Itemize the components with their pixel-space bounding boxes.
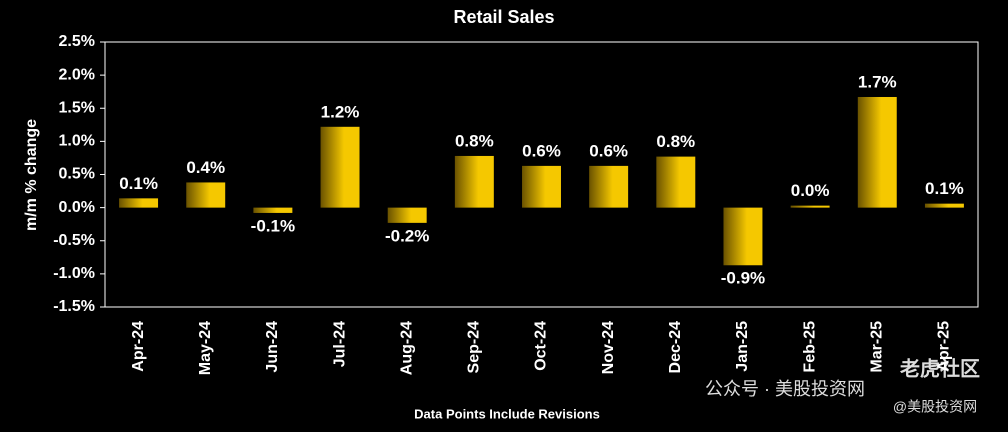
bar	[119, 198, 159, 208]
y-tick-label: 0.0%	[59, 199, 95, 216]
x-axis-label: Data Points Include Revisions	[414, 406, 600, 421]
bar	[790, 205, 830, 208]
data-label: 0.1%	[119, 174, 158, 193]
x-tick-label: Jun-24	[264, 321, 281, 373]
data-label: 0.4%	[186, 158, 225, 177]
x-tick-label: Apr-25	[936, 321, 953, 372]
y-tick-label: 1.5%	[59, 99, 95, 116]
data-label: -0.1%	[251, 216, 295, 235]
watermark: @美股投资网	[893, 399, 977, 415]
y-axis-label: m/m % change	[23, 119, 40, 231]
y-tick-label: 0.5%	[59, 166, 95, 183]
bar	[857, 96, 897, 208]
x-tick-label: Jul-24	[331, 321, 348, 367]
bar	[723, 207, 763, 266]
x-tick-label: Apr-24	[130, 321, 147, 372]
y-tick-label: -1.0%	[53, 265, 95, 282]
x-tick-label: May-24	[197, 321, 214, 375]
bar	[454, 155, 494, 208]
plot-frame	[104, 41, 979, 308]
data-label: 1.2%	[321, 102, 360, 121]
x-tick-label: Mar-25	[868, 321, 885, 373]
watermark: 老虎社区	[900, 356, 980, 380]
y-tick-label: -1.5%	[53, 298, 95, 315]
data-label: -0.9%	[721, 269, 765, 288]
x-tick-label: Dec-24	[667, 321, 684, 374]
data-label: 0.8%	[656, 132, 695, 151]
x-tick-label: Aug-24	[398, 321, 415, 375]
bar	[656, 156, 696, 208]
data-label: 0.1%	[925, 179, 964, 198]
watermark: 公众号 · 美股投资网	[705, 379, 865, 399]
y-tick-label: 1.0%	[59, 133, 95, 150]
data-label: 0.8%	[455, 131, 494, 150]
data-label: 0.0%	[791, 181, 830, 200]
y-tick-label: 2.5%	[59, 33, 95, 50]
x-tick-label: Oct-24	[533, 321, 550, 371]
data-label: -0.2%	[385, 226, 429, 245]
bar	[186, 182, 226, 208]
x-tick-label: Nov-24	[600, 321, 617, 374]
data-label: 0.6%	[522, 141, 561, 160]
data-label: 1.7%	[858, 72, 897, 91]
y-tick-label: 2.0%	[59, 66, 95, 83]
y-tick-label: -0.5%	[53, 232, 95, 249]
bar	[924, 203, 964, 208]
bar	[387, 207, 427, 223]
bar	[320, 126, 360, 208]
bar	[589, 165, 629, 208]
chart-title: Retail Sales	[453, 7, 554, 27]
bar	[253, 207, 293, 213]
data-label: 0.6%	[589, 141, 628, 160]
x-tick-label: Feb-25	[801, 321, 818, 373]
x-tick-label: Sep-24	[466, 321, 483, 374]
x-tick-label: Jan-25	[734, 321, 751, 372]
bar	[522, 165, 561, 208]
